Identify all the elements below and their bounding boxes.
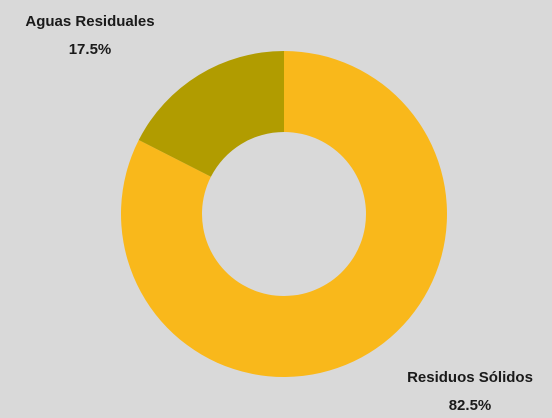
- slice-label: Residuos Sólidos: [407, 369, 533, 386]
- donut-slice: [120, 51, 447, 377]
- slice-value-label: 17.5%: [69, 41, 112, 58]
- slice-value-label: 82.5%: [449, 397, 492, 414]
- slice-label: Aguas Residuales: [25, 13, 154, 30]
- donut-slice: [138, 50, 284, 177]
